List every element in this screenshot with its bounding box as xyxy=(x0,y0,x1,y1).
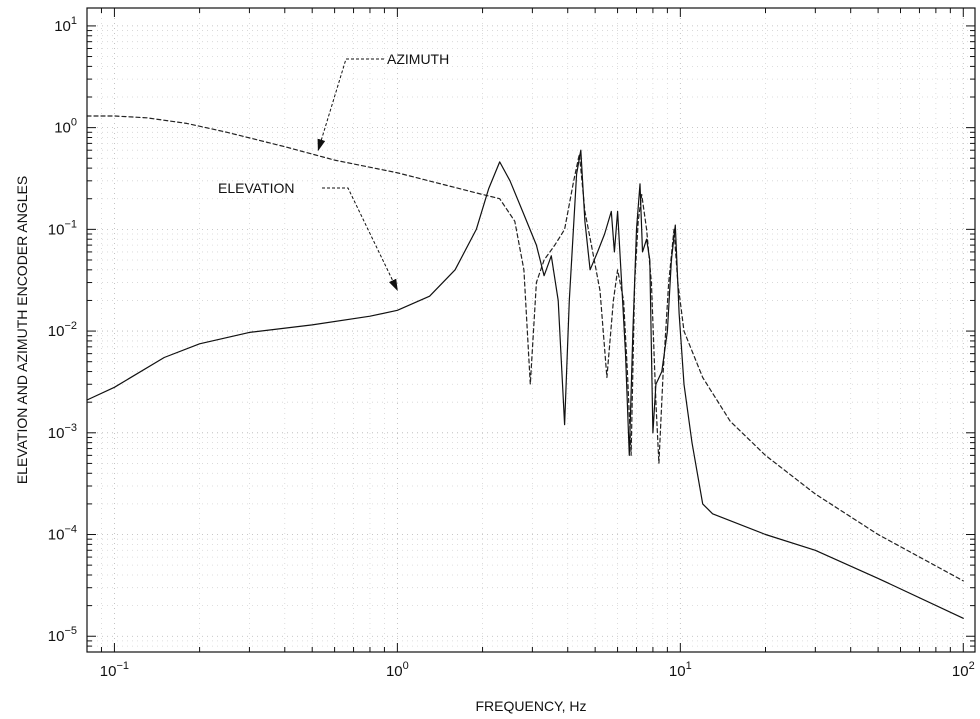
annotation-azimuth-arrow xyxy=(317,58,384,152)
series-line-elevation xyxy=(86,149,964,619)
grid xyxy=(86,8,975,653)
annotation-azimuth: AZIMUTH xyxy=(387,51,449,67)
ticks xyxy=(86,8,975,653)
x-tick-label: 10−1 xyxy=(100,660,129,680)
tick-labels: 10−1 100 101 102 10−5 10−4 10−3 10−2 10−1 100 101 xyxy=(48,15,975,680)
series-line-azimuth xyxy=(86,115,964,582)
y-axis-label: ELEVATION AND AZIMUTH ENCODER ANGLES xyxy=(14,176,30,484)
y-tick-label: 100 xyxy=(54,117,77,137)
x-tick-label: 102 xyxy=(952,660,975,680)
y-tick-label: 10−2 xyxy=(48,320,77,340)
annotation-elevation: ELEVATION xyxy=(218,180,295,196)
y-tick-label: 10−5 xyxy=(48,625,77,645)
x-tick-label: 101 xyxy=(669,660,692,680)
series-layer xyxy=(86,115,964,619)
x-tick-label: 100 xyxy=(386,660,409,680)
plot-frame xyxy=(86,7,976,653)
annotation-elevation-arrow xyxy=(322,187,398,292)
y-tick-label: 10−4 xyxy=(48,524,77,544)
y-tick-label: 101 xyxy=(54,15,77,35)
y-tick-label: 10−1 xyxy=(48,218,77,238)
annotations: AZIMUTH ELEVATION xyxy=(218,51,449,292)
x-axis-label: FREQUENCY, Hz xyxy=(476,698,587,714)
y-tick-label: 10−3 xyxy=(48,422,77,442)
